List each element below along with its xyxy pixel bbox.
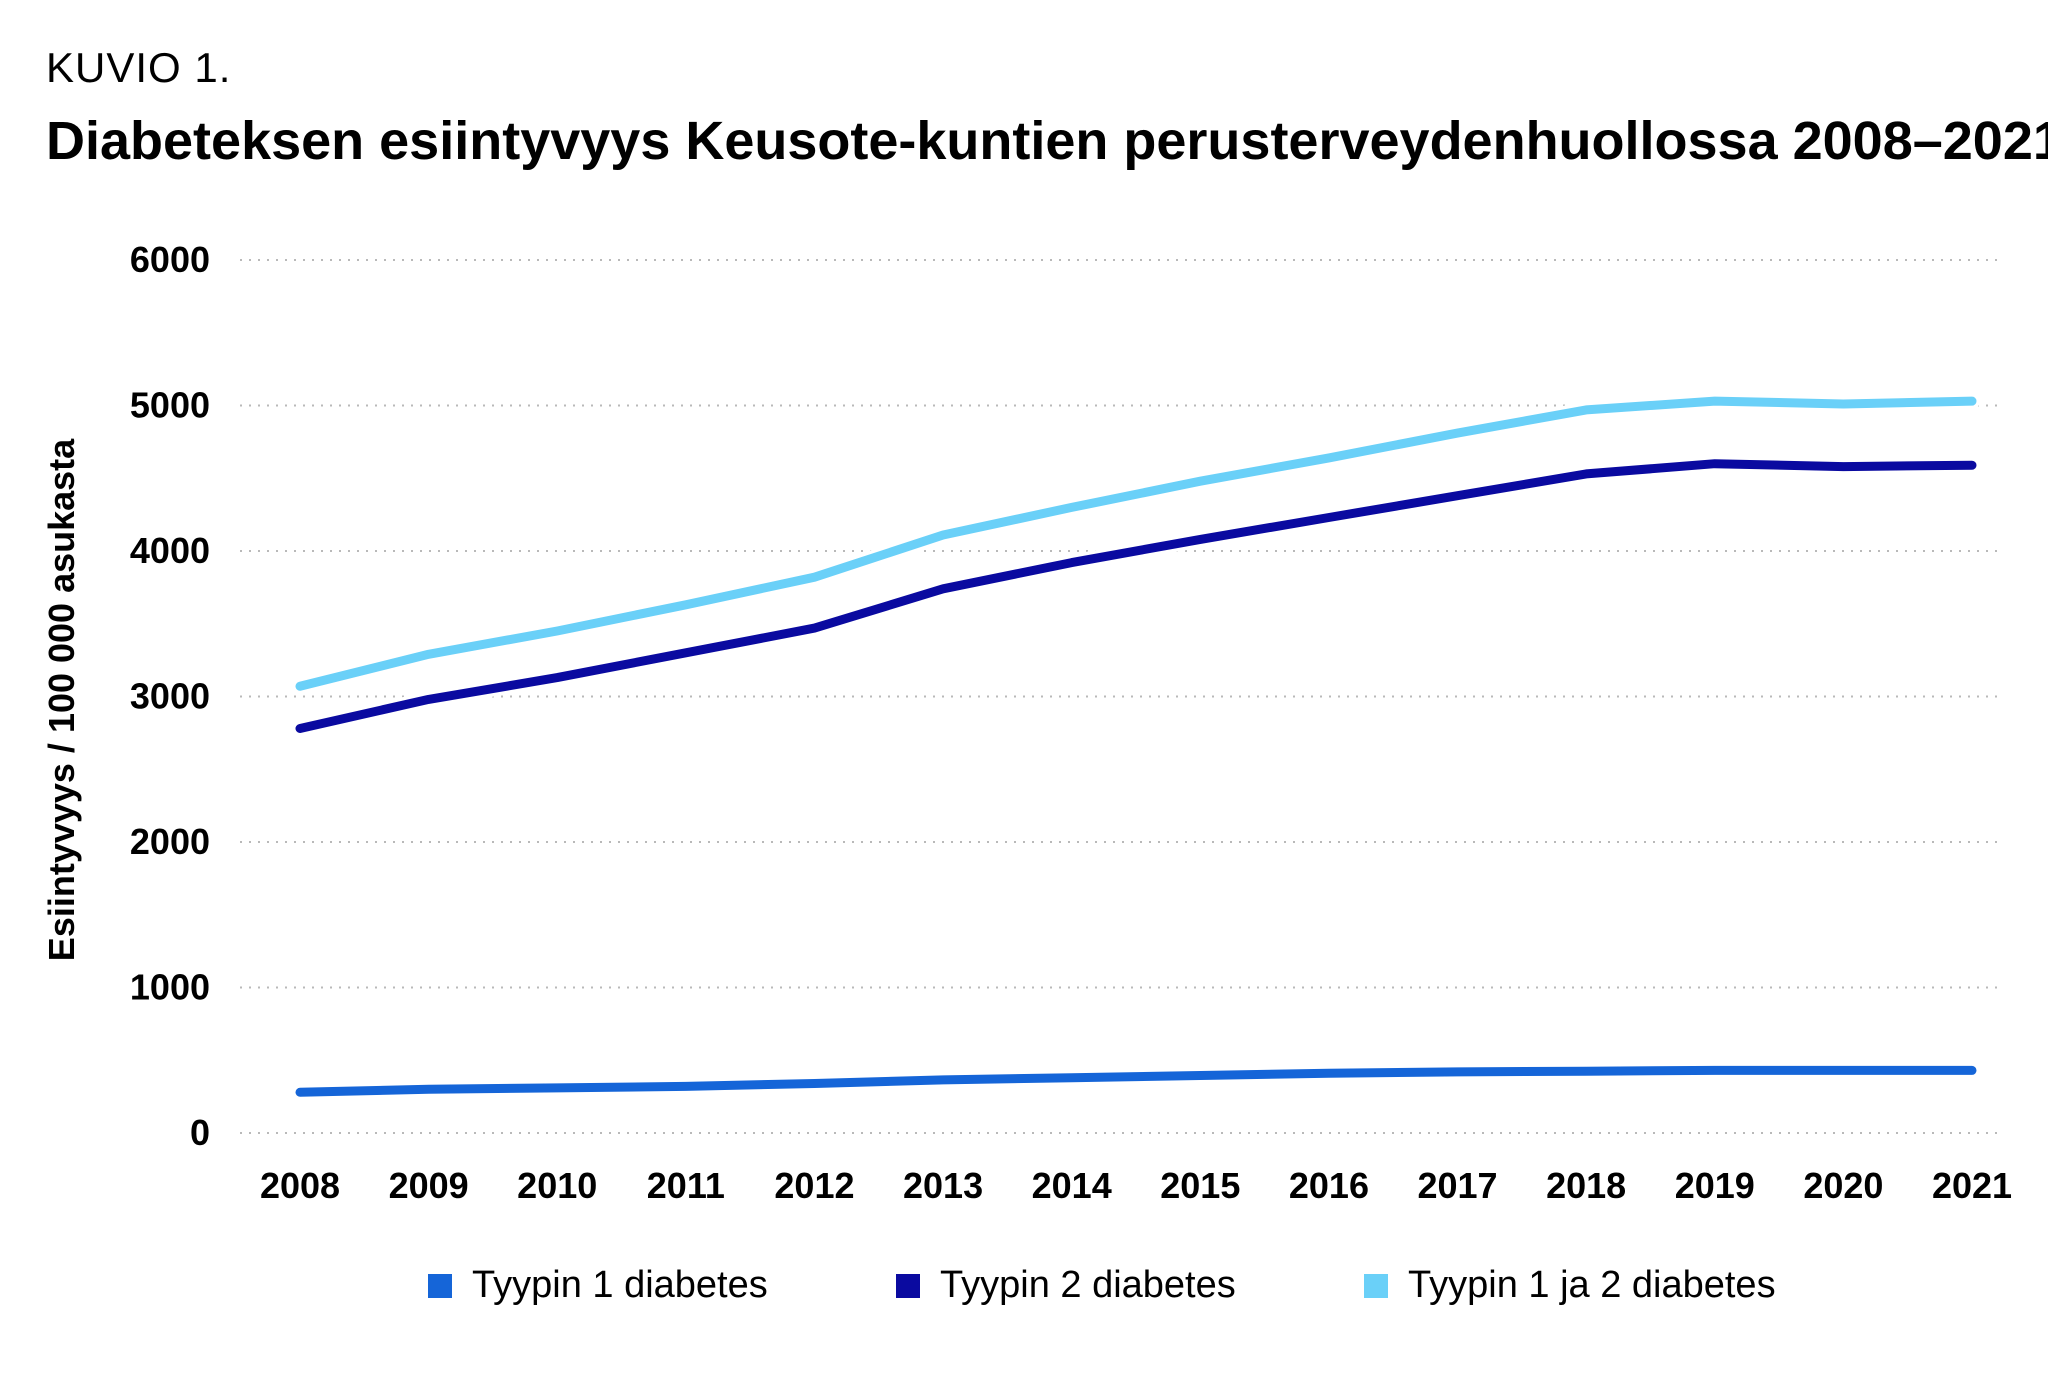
x-tick-label: 2010 [517, 1165, 597, 1206]
gridlines [240, 259, 2000, 1134]
series-line-halo [292, 455, 1980, 737]
legend-item-type2: Tyypin 2 diabetes [896, 1264, 1236, 1307]
y-tick-label: 3000 [130, 676, 210, 717]
y-axis-label: Esiintyvyys / 100 000 asukasta [41, 438, 82, 961]
legend-swatch-type1 [428, 1273, 452, 1298]
y-tick-label: 6000 [130, 239, 210, 280]
series-lines [292, 393, 1980, 1101]
legend-item-type1: Tyypin 1 diabetes [428, 1264, 768, 1307]
x-tick-label: 2020 [1803, 1165, 1883, 1206]
chart-title: Diabeteksen esiintyvyys Keusote-kuntien … [46, 111, 2048, 171]
series-line-3 [295, 396, 1977, 691]
x-tick-label: 2012 [774, 1165, 854, 1206]
x-axis-ticks: 2008 2009 2010 2011 2012 2013 2014 2015 2016 2017… [260, 1165, 2012, 1206]
x-tick-label: 2013 [903, 1165, 983, 1206]
legend-label-type2: Tyypin 2 diabetes [940, 1264, 1236, 1306]
x-tick-label: 2018 [1546, 1165, 1626, 1206]
legend-label-type1-and-2: Tyypin 1 ja 2 diabetes [1408, 1264, 1776, 1306]
y-tick-label: 5000 [130, 385, 210, 426]
x-tick-label: 2011 [647, 1165, 725, 1206]
series-line-1 [295, 1065, 1977, 1097]
figure-label: KUVIO 1. [46, 44, 232, 91]
x-tick-label: 2009 [389, 1165, 469, 1206]
x-tick-label: 2008 [260, 1165, 340, 1206]
x-tick-label: 2017 [1417, 1165, 1497, 1206]
legend: Tyypin 1 diabetes Tyypin 2 diabetes Tyyp… [0, 1264, 2048, 1324]
y-axis-ticks: 0 1000 2000 3000 4000 5000 6000 [130, 239, 210, 1153]
y-tick-label: 4000 [130, 530, 210, 571]
legend-swatch-type1-and-2 [1364, 1273, 1388, 1298]
legend-swatch-type2 [896, 1273, 920, 1298]
legend-label-type1: Tyypin 1 diabetes [472, 1264, 768, 1306]
x-tick-label: 2019 [1675, 1165, 1755, 1206]
x-tick-label: 2016 [1289, 1165, 1369, 1206]
legend-item-type1-and-2: Tyypin 1 ja 2 diabetes [1364, 1264, 1776, 1307]
x-tick-label: 2015 [1160, 1165, 1240, 1206]
series-line-2 [295, 459, 1977, 733]
x-tick-label: 2021 [1932, 1165, 2012, 1206]
y-tick-label: 1000 [130, 967, 210, 1008]
y-tick-label: 0 [190, 1112, 210, 1153]
x-tick-label: 2014 [1032, 1165, 1112, 1206]
y-tick-label: 2000 [130, 821, 210, 862]
